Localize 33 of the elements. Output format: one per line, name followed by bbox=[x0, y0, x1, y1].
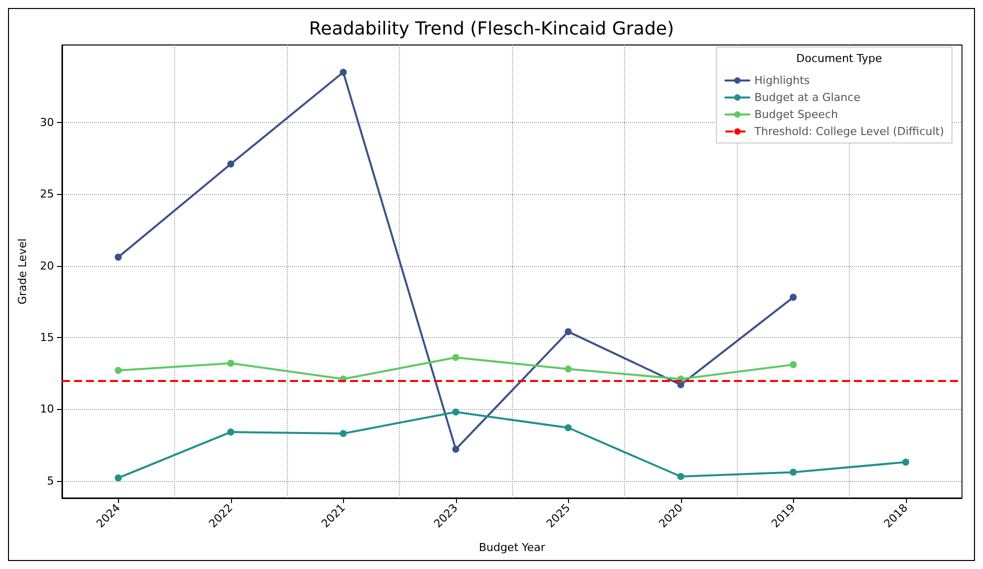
point bbox=[227, 360, 234, 367]
y-axis-title: Grade Level bbox=[16, 238, 29, 305]
point bbox=[564, 328, 572, 336]
y-tick-label: 30 bbox=[40, 116, 54, 129]
y-tick-label: 5 bbox=[47, 474, 54, 488]
y-tick-label: 25 bbox=[40, 188, 54, 201]
y-tick-label: 20 bbox=[40, 259, 54, 272]
y-tick-label: 15 bbox=[40, 330, 54, 344]
point bbox=[227, 428, 234, 436]
legend-label: Budget at a Glance bbox=[754, 91, 861, 104]
point bbox=[790, 294, 797, 301]
point bbox=[452, 446, 460, 453]
point bbox=[452, 408, 460, 416]
chart-title: Readability Trend (Flesch-Kincaid Grade) bbox=[309, 18, 674, 40]
x-axis-title: Budget Year bbox=[478, 541, 546, 554]
point bbox=[340, 430, 347, 437]
point bbox=[564, 365, 572, 372]
point bbox=[340, 68, 347, 76]
legend-title: Document Type bbox=[796, 52, 882, 65]
legend-label: Budget Speech bbox=[754, 108, 838, 121]
point bbox=[227, 160, 234, 168]
point bbox=[114, 366, 122, 374]
point bbox=[790, 468, 797, 476]
point bbox=[452, 354, 460, 362]
point bbox=[114, 474, 122, 482]
point bbox=[902, 458, 910, 466]
point bbox=[677, 473, 684, 480]
point bbox=[790, 361, 797, 368]
point bbox=[564, 424, 572, 432]
legend-label: Threshold: College Level (Difficult) bbox=[753, 125, 944, 138]
legend-label: Highlights bbox=[754, 74, 810, 87]
point bbox=[114, 254, 122, 261]
y-tick-label: 10 bbox=[40, 402, 54, 416]
